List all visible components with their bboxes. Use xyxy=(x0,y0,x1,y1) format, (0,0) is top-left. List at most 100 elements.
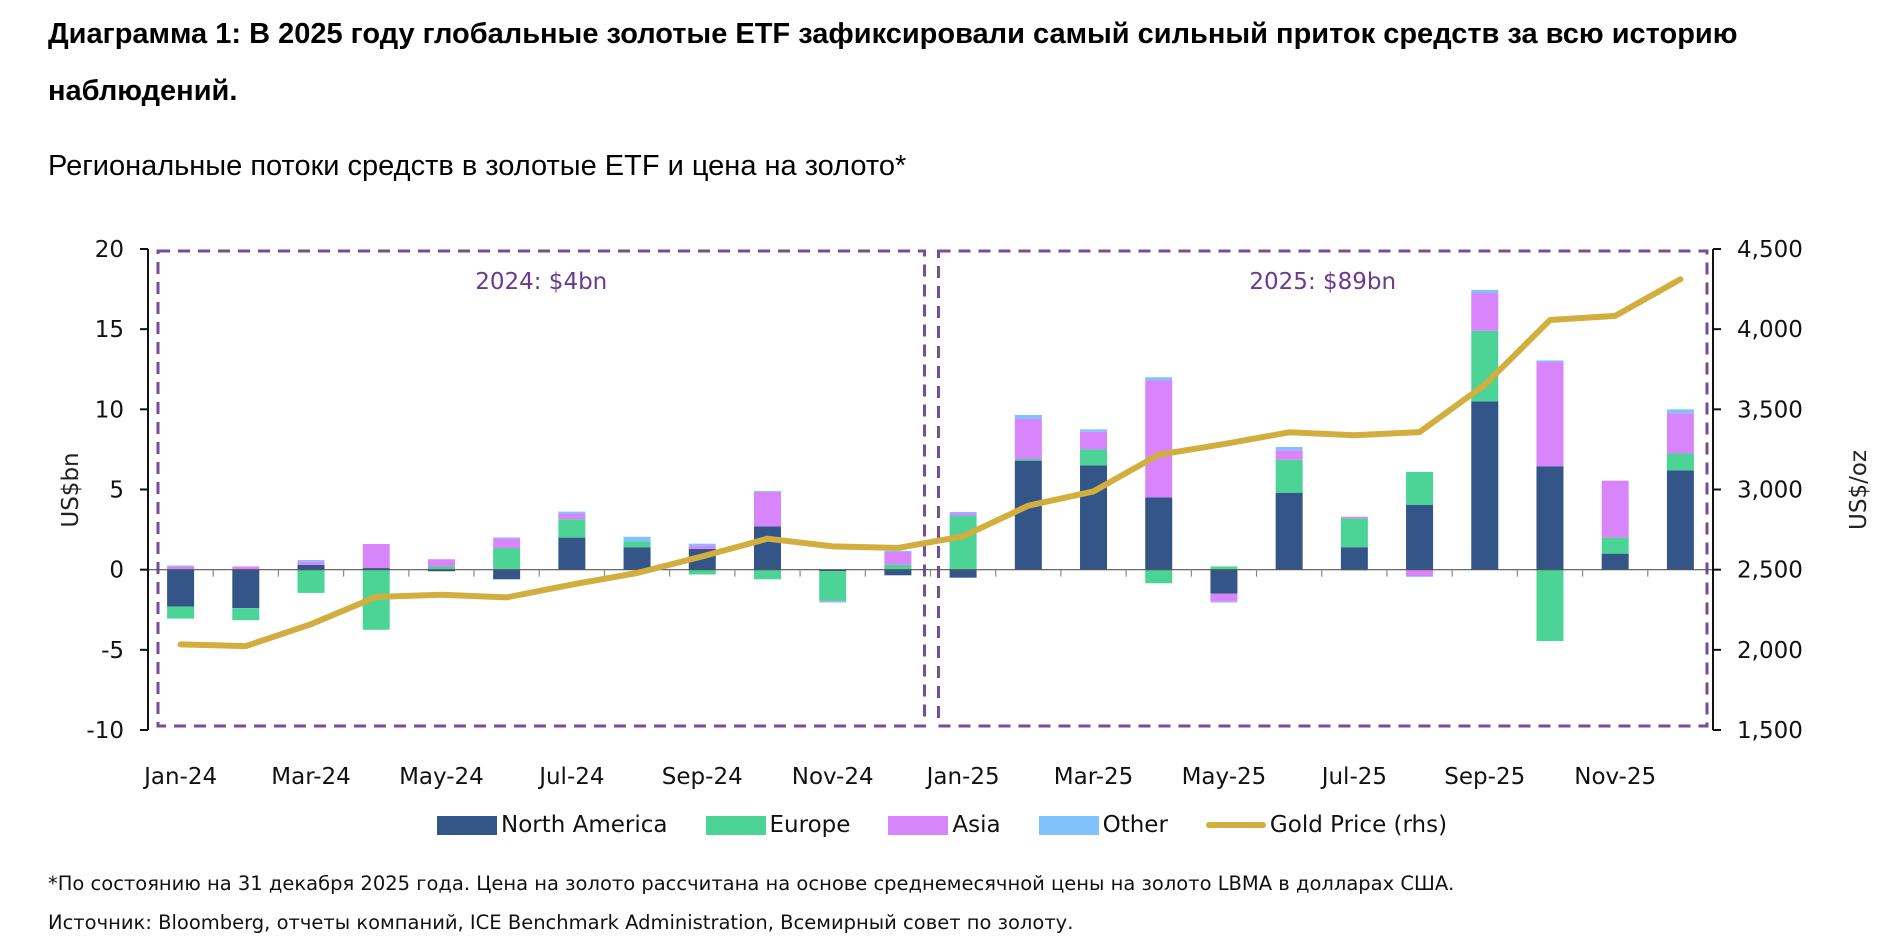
x-tick-label: Jan-25 xyxy=(925,764,1000,790)
bar-north-america-apr-24 xyxy=(362,568,390,570)
bar-north-america-feb-25 xyxy=(1014,460,1042,570)
bar-asia-apr-24 xyxy=(362,544,390,569)
gold-price-line xyxy=(177,276,1684,650)
bar-asia-jun-25 xyxy=(1275,450,1303,460)
y-right-tick-label: 1,500 xyxy=(1737,718,1803,744)
bar-other-may-25 xyxy=(1210,601,1238,603)
bar-other-oct-25 xyxy=(1536,360,1564,363)
y-left-tick-label: -10 xyxy=(86,718,124,744)
bar-asia-jan-24 xyxy=(167,566,195,570)
x-tick-label: Sep-25 xyxy=(1444,764,1525,790)
bar-europe-may-25 xyxy=(1210,566,1238,570)
y-right-tick-label: 2,500 xyxy=(1737,558,1803,584)
bar-north-america-jul-25 xyxy=(1340,547,1368,570)
bar-north-america-oct-25 xyxy=(1536,466,1564,570)
legend-swatch-asia xyxy=(888,815,949,835)
bar-asia-oct-25 xyxy=(1536,362,1564,467)
legend-swatch-north-america xyxy=(437,815,497,835)
x-tick-label: Mar-24 xyxy=(271,764,351,790)
bar-europe-jan-24 xyxy=(167,606,195,619)
bar-asia-sep-24 xyxy=(688,545,716,549)
bar-europe-oct-24 xyxy=(753,569,781,580)
bar-other-jun-24 xyxy=(493,537,521,539)
bar-north-america-nov-25 xyxy=(1601,553,1629,570)
bar-north-america-apr-25 xyxy=(1145,497,1173,570)
bar-north-america-jul-24 xyxy=(558,537,586,570)
x-tick-label: Nov-24 xyxy=(792,764,874,790)
bar-other-mar-24 xyxy=(297,560,325,562)
legend-item-europe: Europe xyxy=(705,812,851,838)
bar-north-america-jun-24 xyxy=(493,569,521,580)
bar-north-america-feb-24 xyxy=(232,569,260,609)
x-tick-label: May-24 xyxy=(399,764,484,790)
x-tick-label: Jul-25 xyxy=(1320,764,1387,790)
bar-north-america-oct-24 xyxy=(753,526,781,570)
chart-legend: North America Europe Asia Other Gold Pri… xyxy=(437,812,1485,838)
legend-label-north-america: North America xyxy=(501,812,668,838)
x-tick-label: May-25 xyxy=(1182,764,1267,790)
bar-other-nov-24 xyxy=(819,601,847,603)
bar-other-aug-25 xyxy=(1406,576,1434,577)
y-left-tick-label: 15 xyxy=(95,317,124,343)
bar-other-mar-25 xyxy=(1080,429,1108,432)
annotation-label-1: 2024: $4bn xyxy=(475,269,607,295)
bar-other-sep-24 xyxy=(688,543,716,546)
bar-asia-jul-24 xyxy=(558,513,586,520)
bar-asia-jun-24 xyxy=(493,538,521,549)
bar-other-jun-25 xyxy=(1275,447,1303,451)
etf-flows-chart: 2024: $4bn 2025: $89bn 20 15 10 5 0 -5 -10 4,500… xyxy=(58,237,1872,790)
bar-other-dec-25 xyxy=(1666,409,1694,414)
bar-europe-jul-24 xyxy=(558,519,586,538)
x-tick-label: Jan-24 xyxy=(142,764,217,790)
bar-north-america-dec-25 xyxy=(1666,470,1694,570)
bar-asia-oct-24 xyxy=(753,491,781,527)
y-left-tick-label: 0 xyxy=(109,558,124,584)
bar-europe-mar-24 xyxy=(297,569,325,593)
bar-europe-nov-24 xyxy=(819,571,847,601)
bar-europe-sep-24 xyxy=(688,569,716,575)
y-left-tick-label: 20 xyxy=(95,237,124,263)
bar-europe-may-24 xyxy=(427,566,455,570)
bar-asia-sep-25 xyxy=(1471,293,1499,331)
legend-item-asia: Asia xyxy=(888,812,1001,838)
legend-label-gold-price: Gold Price (rhs) xyxy=(1269,812,1448,838)
legend-item-north-america: North America xyxy=(437,812,668,838)
bar-north-america-jun-25 xyxy=(1275,492,1303,570)
bars-layer xyxy=(167,289,1694,642)
bar-asia-may-24 xyxy=(427,559,455,567)
bar-europe-feb-24 xyxy=(232,608,260,621)
y-right-tick-label: 3,000 xyxy=(1737,478,1803,504)
annotation-box-1 xyxy=(156,249,926,728)
legend-item-other: Other xyxy=(1038,812,1168,838)
legend-swatch-other xyxy=(1038,815,1099,835)
bar-other-jan-24 xyxy=(167,565,195,567)
axes-layer: 20 15 10 5 0 -5 -10 4,500 4,000 3,500 3,000 2,500 2,… xyxy=(86,237,1802,790)
bar-asia-apr-25 xyxy=(1145,380,1173,498)
bar-europe-jul-25 xyxy=(1340,518,1368,548)
bar-north-america-aug-25 xyxy=(1406,504,1434,570)
bar-europe-nov-25 xyxy=(1601,537,1629,554)
bar-europe-feb-25 xyxy=(1014,459,1042,461)
bar-other-feb-25 xyxy=(1014,414,1042,419)
bar-europe-mar-25 xyxy=(1080,449,1108,466)
y-left-tick-label: 10 xyxy=(95,397,124,423)
bar-other-aug-24 xyxy=(623,536,651,542)
bar-north-america-mar-24 xyxy=(297,564,325,570)
bar-europe-jun-24 xyxy=(493,548,521,570)
bar-europe-oct-25 xyxy=(1536,569,1564,642)
bar-other-jan-25 xyxy=(949,511,977,514)
bar-asia-feb-24 xyxy=(232,566,260,570)
legend-swatch-europe xyxy=(705,815,766,835)
bar-asia-jan-25 xyxy=(949,513,977,516)
bar-asia-jul-25 xyxy=(1340,516,1368,519)
legend-label-europe: Europe xyxy=(769,812,851,838)
bar-europe-aug-25 xyxy=(1406,471,1434,505)
bar-europe-apr-25 xyxy=(1145,569,1173,584)
bar-other-apr-25 xyxy=(1145,377,1173,381)
bar-other-oct-24 xyxy=(753,490,781,492)
annotation-box-2 xyxy=(937,249,1709,728)
bar-asia-aug-25 xyxy=(1406,569,1434,577)
legend-label-other: Other xyxy=(1102,812,1168,838)
y-axis-right-title: US$/oz xyxy=(1846,450,1872,530)
y-left-tick-label: -5 xyxy=(101,638,124,664)
